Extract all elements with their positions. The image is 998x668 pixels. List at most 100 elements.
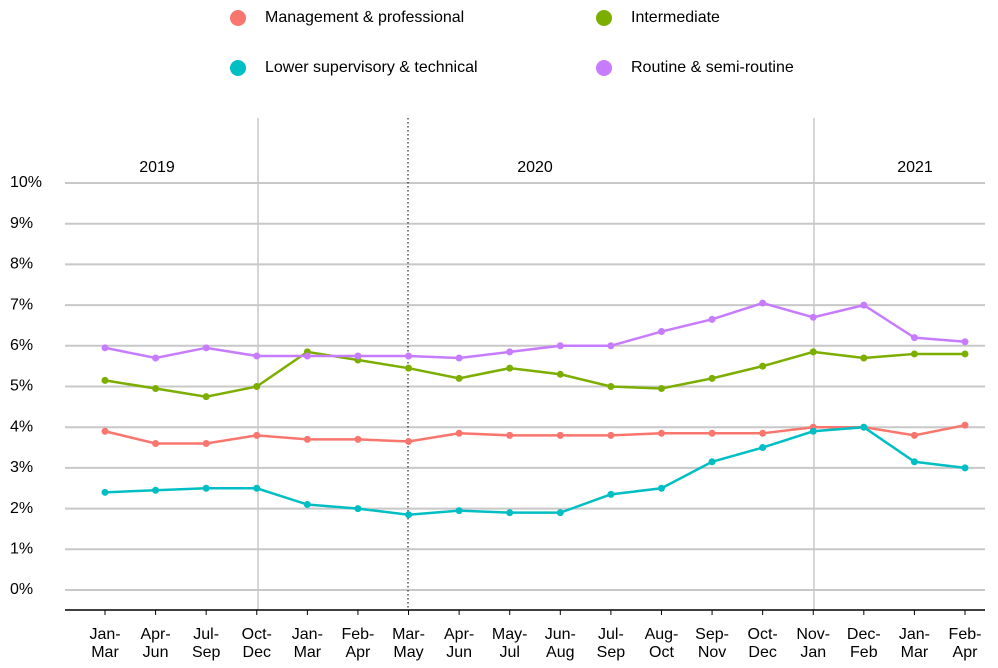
legend-swatch bbox=[596, 60, 612, 76]
data-point bbox=[455, 429, 463, 437]
y-tick-label: 7% bbox=[10, 296, 33, 313]
data-point bbox=[708, 374, 716, 382]
data-point bbox=[759, 299, 767, 307]
y-tick-label: 6% bbox=[10, 337, 33, 354]
data-point bbox=[708, 458, 716, 466]
data-point bbox=[303, 352, 311, 360]
y-tick-label: 4% bbox=[10, 418, 33, 435]
data-point bbox=[910, 458, 918, 466]
y-tick-label: 10% bbox=[10, 174, 42, 191]
legend-label: Lower supervisory & technical bbox=[265, 59, 478, 76]
data-point bbox=[860, 301, 868, 309]
data-point bbox=[657, 484, 665, 492]
data-point bbox=[152, 385, 160, 393]
data-point bbox=[708, 315, 716, 323]
data-point bbox=[405, 364, 413, 372]
data-point bbox=[910, 334, 918, 342]
series-line bbox=[104, 425, 966, 516]
data-point bbox=[556, 370, 564, 378]
data-point bbox=[961, 338, 969, 346]
x-tick-label: Sep-Nov bbox=[695, 626, 729, 661]
data-point bbox=[961, 421, 969, 429]
data-point bbox=[809, 348, 817, 356]
data-point bbox=[455, 507, 463, 515]
y-tick-label: 9% bbox=[10, 215, 33, 232]
x-tick-label: Jun-Aug bbox=[544, 626, 576, 661]
data-point bbox=[506, 431, 514, 439]
data-point bbox=[253, 431, 261, 439]
data-point bbox=[657, 328, 665, 336]
x-tick-label: Feb-Apr bbox=[948, 626, 982, 661]
data-point bbox=[607, 431, 615, 439]
data-point bbox=[101, 344, 109, 352]
data-point bbox=[556, 509, 564, 517]
data-point bbox=[556, 431, 564, 439]
data-point bbox=[607, 490, 615, 498]
data-point bbox=[910, 431, 918, 439]
data-point bbox=[152, 439, 160, 447]
data-point bbox=[101, 427, 109, 435]
x-tick-label: Nov-Jan bbox=[796, 626, 831, 661]
x-tick-label: Jan-Mar bbox=[898, 626, 930, 661]
data-point bbox=[961, 464, 969, 472]
data-point bbox=[759, 362, 767, 370]
data-point bbox=[506, 364, 514, 372]
data-point bbox=[405, 437, 413, 445]
y-tick-label: 1% bbox=[10, 541, 33, 558]
data-point bbox=[405, 352, 413, 360]
data-point bbox=[202, 439, 210, 447]
x-tick-label: Jul-Sep bbox=[191, 626, 221, 661]
series-line bbox=[104, 350, 965, 398]
data-point bbox=[101, 488, 109, 496]
data-point bbox=[455, 374, 463, 382]
x-tick-label: Jul-Sep bbox=[596, 626, 626, 661]
data-point bbox=[202, 344, 210, 352]
x-tick-label: Apr-Jun bbox=[140, 626, 171, 661]
data-point bbox=[152, 486, 160, 494]
data-point bbox=[202, 484, 210, 492]
x-tick-label: Dec-Feb bbox=[846, 626, 881, 661]
data-point bbox=[354, 505, 362, 513]
data-point bbox=[657, 429, 665, 437]
legend-label: Intermediate bbox=[631, 9, 720, 26]
x-tick-label: Jan-Mar bbox=[291, 626, 323, 661]
x-tick-label: Mar-May bbox=[392, 626, 425, 661]
legend-swatch bbox=[230, 10, 246, 26]
data-point bbox=[202, 393, 210, 401]
data-point bbox=[506, 348, 514, 356]
x-tick-label: Jan-Mar bbox=[89, 626, 121, 661]
data-point bbox=[860, 423, 868, 431]
data-point bbox=[253, 383, 261, 390]
data-point bbox=[961, 350, 969, 358]
y-tick-label: 0% bbox=[10, 581, 33, 598]
data-point bbox=[759, 429, 767, 437]
x-tick-label: Aug-Oct bbox=[644, 626, 679, 661]
data-point bbox=[860, 354, 868, 362]
year-label: 2021 bbox=[897, 159, 933, 176]
series-line bbox=[104, 301, 966, 360]
y-tick-label: 8% bbox=[10, 256, 33, 273]
data-point bbox=[354, 352, 362, 360]
data-point bbox=[607, 342, 615, 350]
y-tick-label: 2% bbox=[10, 500, 33, 517]
data-point bbox=[303, 501, 311, 509]
x-tick-label: Apr-Jun bbox=[443, 626, 475, 661]
legend-label: Management & professional bbox=[265, 9, 464, 26]
series-line bbox=[104, 423, 966, 445]
data-point bbox=[708, 429, 716, 437]
legend-label: Routine & semi-routine bbox=[631, 59, 794, 76]
data-point bbox=[657, 385, 665, 393]
year-label: 2019 bbox=[139, 159, 175, 176]
x-tick-label: Feb-Apr bbox=[341, 626, 375, 661]
x-tick-label: Oct-Dec bbox=[241, 626, 272, 661]
y-tick-label: 3% bbox=[10, 459, 33, 476]
x-tick-label: Oct-Dec bbox=[747, 626, 778, 661]
legend-swatch bbox=[596, 10, 612, 26]
data-point bbox=[253, 484, 261, 492]
data-point bbox=[354, 435, 362, 443]
data-point bbox=[405, 511, 413, 519]
data-point bbox=[455, 354, 463, 362]
y-tick-label: 5% bbox=[10, 378, 33, 395]
